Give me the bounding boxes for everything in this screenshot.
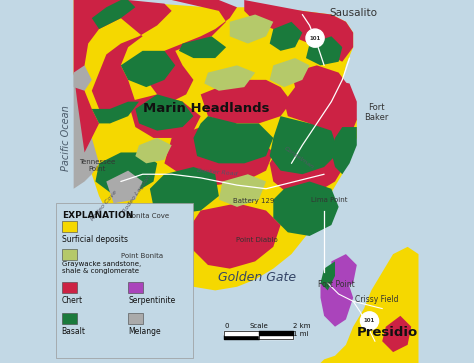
Text: Crissy Field: Crissy Field <box>355 295 399 304</box>
Text: Chert: Chert <box>62 296 83 305</box>
Bar <box>62 313 77 324</box>
Polygon shape <box>331 254 357 290</box>
Polygon shape <box>150 167 219 214</box>
Polygon shape <box>73 65 92 91</box>
FancyBboxPatch shape <box>55 203 193 358</box>
Polygon shape <box>320 269 353 327</box>
Polygon shape <box>164 127 273 185</box>
Text: Marin Headlands: Marin Headlands <box>143 102 269 115</box>
Polygon shape <box>92 0 172 123</box>
Text: EXPLANATION: EXPLANATION <box>62 211 133 220</box>
Text: Lima Point: Lima Point <box>311 197 348 203</box>
Text: Conzelman: Conzelman <box>283 146 315 170</box>
Polygon shape <box>92 102 139 123</box>
Text: Serpentinite: Serpentinite <box>128 296 175 305</box>
Polygon shape <box>125 211 186 261</box>
Text: Point Bonita: Point Bonita <box>121 253 163 259</box>
Polygon shape <box>136 138 172 163</box>
Polygon shape <box>244 0 353 62</box>
Polygon shape <box>193 116 273 163</box>
Polygon shape <box>219 174 266 207</box>
Polygon shape <box>270 22 302 51</box>
Text: 0: 0 <box>225 330 229 337</box>
Polygon shape <box>270 58 310 87</box>
Text: Pacific Ocean: Pacific Ocean <box>61 105 71 171</box>
Polygon shape <box>73 0 357 290</box>
Polygon shape <box>230 15 273 44</box>
Text: Surficial deposits: Surficial deposits <box>62 235 128 244</box>
Text: Scale: Scale <box>249 322 268 329</box>
Polygon shape <box>179 36 226 58</box>
Bar <box>62 249 77 260</box>
Text: Rodeo Cove: Rodeo Cove <box>91 189 118 221</box>
Text: Basalt: Basalt <box>62 327 86 336</box>
Polygon shape <box>106 171 143 203</box>
Circle shape <box>360 312 379 330</box>
Text: Point Diablo: Point Diablo <box>236 237 278 242</box>
Text: 2 km: 2 km <box>293 322 311 329</box>
Text: Melange: Melange <box>128 327 161 336</box>
Polygon shape <box>121 51 175 87</box>
Text: Presidio: Presidio <box>357 326 418 339</box>
Text: Golden Gate: Golden Gate <box>218 271 296 284</box>
Text: Bonita Cove: Bonita Cove <box>127 213 169 219</box>
Circle shape <box>306 29 324 47</box>
Text: shale & conglomerate: shale & conglomerate <box>62 268 139 274</box>
Text: Graywacke sandstone,: Graywacke sandstone, <box>62 261 141 267</box>
Polygon shape <box>273 182 338 236</box>
Polygon shape <box>284 65 349 123</box>
Polygon shape <box>270 116 338 174</box>
Polygon shape <box>331 127 357 174</box>
Polygon shape <box>92 0 136 29</box>
Polygon shape <box>73 0 136 152</box>
Text: Fort Point: Fort Point <box>319 281 355 289</box>
Bar <box>128 313 143 324</box>
Polygon shape <box>306 36 342 65</box>
Polygon shape <box>95 152 157 192</box>
Text: 101: 101 <box>364 318 375 323</box>
Polygon shape <box>310 80 357 145</box>
Polygon shape <box>186 203 281 269</box>
Polygon shape <box>320 261 335 290</box>
Bar <box>62 282 77 293</box>
Polygon shape <box>320 247 419 363</box>
Bar <box>128 282 143 293</box>
Text: 1 mi: 1 mi <box>293 330 309 337</box>
Text: Fort
Baker: Fort Baker <box>365 103 389 122</box>
Polygon shape <box>136 207 164 240</box>
Text: Tennessee
Point: Tennessee Point <box>79 159 115 172</box>
Text: Battery 129: Battery 129 <box>233 199 274 204</box>
Polygon shape <box>146 0 237 102</box>
Polygon shape <box>136 94 193 131</box>
Polygon shape <box>201 80 292 123</box>
Polygon shape <box>382 316 411 352</box>
Polygon shape <box>270 127 346 196</box>
Polygon shape <box>73 0 99 189</box>
Polygon shape <box>128 94 201 138</box>
Text: 101: 101 <box>310 36 321 41</box>
Text: 0: 0 <box>225 322 229 329</box>
Text: Bunker Road: Bunker Road <box>197 168 237 177</box>
Bar <box>62 221 77 232</box>
Text: Rodeo Lagoon: Rodeo Lagoon <box>122 174 152 214</box>
Text: Sausalito: Sausalito <box>329 8 377 18</box>
Polygon shape <box>204 65 255 91</box>
